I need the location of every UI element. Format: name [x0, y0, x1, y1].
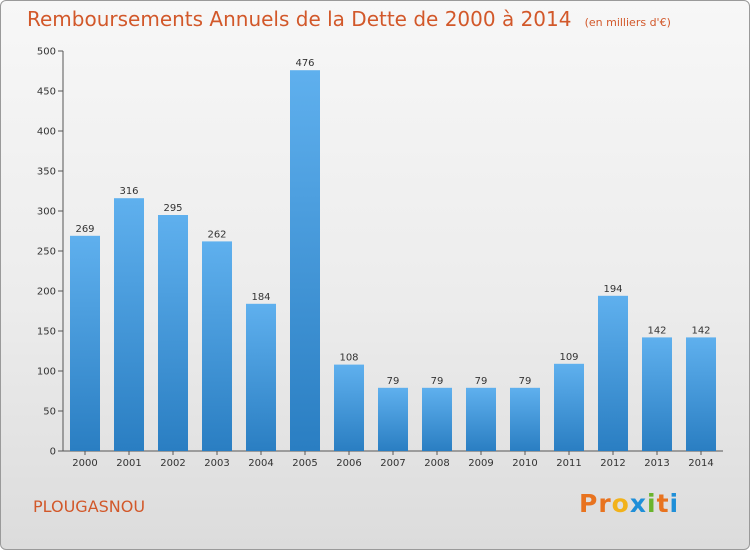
- x-tick-label: 2000: [72, 458, 97, 469]
- y-tick-label: 350: [37, 167, 56, 178]
- y-tick-label: 150: [37, 327, 56, 338]
- x-tick-label: 2012: [600, 458, 625, 469]
- chart-title: Remboursements Annuels de la Dette de 20…: [27, 7, 671, 31]
- bar-value-label: 316: [119, 186, 138, 197]
- bar: [114, 198, 144, 451]
- title-unit: (en milliers d'€): [584, 16, 671, 29]
- bar-value-label: 194: [603, 284, 622, 295]
- y-tick-label: 300: [37, 207, 56, 218]
- y-tick-label: 200: [37, 287, 56, 298]
- logo-letter: t: [656, 489, 670, 518]
- x-tick-label: 2008: [424, 458, 449, 469]
- bar: [466, 387, 496, 451]
- bar-value-label: 295: [163, 203, 182, 214]
- bar: [158, 215, 188, 451]
- proxiti-logo: Proxiti: [579, 489, 679, 518]
- x-tick-label: 2004: [248, 458, 273, 469]
- bar-value-label: 269: [75, 224, 94, 235]
- x-tick-label: 2014: [688, 458, 713, 469]
- bar-value-label: 184: [251, 292, 270, 303]
- bar-value-label: 79: [431, 376, 444, 387]
- bar-value-label: 79: [519, 376, 532, 387]
- x-tick-label: 2001: [116, 458, 141, 469]
- bar-value-label: 79: [475, 376, 488, 387]
- bar: [510, 387, 540, 451]
- y-tick-label: 400: [37, 127, 56, 138]
- bar: [246, 303, 276, 451]
- x-tick-label: 2007: [380, 458, 405, 469]
- bar: [554, 363, 584, 451]
- bar: [70, 235, 100, 451]
- y-tick-label: 100: [37, 367, 56, 378]
- title-main: Remboursements Annuels de la Dette de 20…: [27, 7, 572, 31]
- y-tick-label: 250: [37, 247, 56, 258]
- x-tick-label: 2006: [336, 458, 361, 469]
- logo-letter: x: [629, 489, 647, 518]
- bar: [290, 70, 320, 451]
- y-tick-label: 500: [37, 47, 56, 58]
- x-tick-label: 2011: [556, 458, 581, 469]
- logo-letter: o: [611, 489, 630, 518]
- x-tick-label: 2005: [292, 458, 317, 469]
- bar-value-label: 262: [207, 229, 226, 240]
- bar: [686, 337, 716, 451]
- x-tick-label: 2010: [512, 458, 537, 469]
- x-tick-label: 2013: [644, 458, 669, 469]
- y-tick-label: 50: [43, 407, 56, 418]
- logo-letter: i: [647, 489, 657, 518]
- bar-value-label: 476: [295, 58, 314, 69]
- bar: [334, 364, 364, 451]
- x-tick-label: 2002: [160, 458, 185, 469]
- x-tick-label: 2009: [468, 458, 493, 469]
- bar: [202, 241, 232, 451]
- commune-name: PLOUGASNOU: [33, 497, 146, 516]
- y-tick-label: 0: [50, 447, 56, 458]
- bar-value-label: 108: [339, 353, 358, 364]
- bar: [422, 387, 452, 451]
- logo-letter: r: [598, 489, 612, 518]
- x-tick-label: 2003: [204, 458, 229, 469]
- y-tick-label: 450: [37, 87, 56, 98]
- bar-value-label: 142: [691, 325, 710, 336]
- bar: [642, 337, 672, 451]
- bar-value-label: 79: [387, 376, 400, 387]
- logo-letter: P: [579, 489, 599, 518]
- bar: [598, 295, 628, 451]
- bar: [378, 387, 408, 451]
- logo-letter: i: [669, 489, 680, 518]
- bar-value-label: 142: [647, 325, 666, 336]
- bar-value-label: 109: [559, 352, 578, 363]
